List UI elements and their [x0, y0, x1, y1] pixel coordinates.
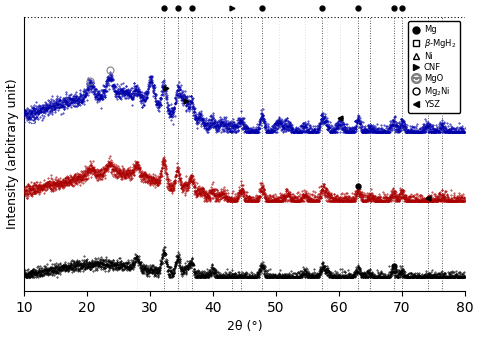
Text: 2: 2	[29, 188, 36, 197]
Text: 3: 3	[29, 117, 36, 126]
Text: 1: 1	[29, 270, 36, 279]
Legend: Mg, $\beta$-MgH$_2$, Ni, CNF, MgO, Mg$_2$Ni, YSZ: Mg, $\beta$-MgH$_2$, Ni, CNF, MgO, Mg$_2…	[408, 21, 460, 113]
X-axis label: 2θ (°): 2θ (°)	[227, 320, 262, 334]
Y-axis label: Intensity (arbitrary unit): Intensity (arbitrary unit)	[6, 79, 19, 230]
